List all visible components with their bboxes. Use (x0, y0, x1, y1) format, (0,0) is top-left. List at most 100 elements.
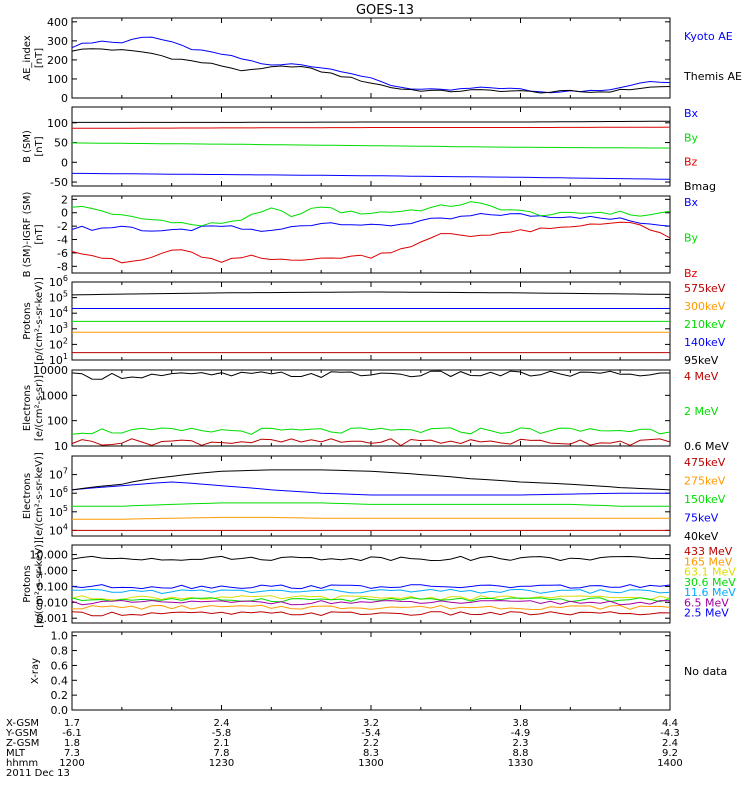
y-tick-label: 10.000 (30, 549, 69, 562)
x-axis-value: 8.3 (363, 748, 379, 759)
y-axis-label: Protons (22, 565, 33, 602)
series-line-Bx (71, 212, 671, 232)
series-line-Themis-AE (71, 48, 671, 94)
series-line-63.1-MeV (71, 595, 671, 601)
series-line-6.5-MeV (71, 599, 671, 606)
no-data-note: No data (684, 665, 727, 678)
y-tick-label: 105 (49, 290, 68, 305)
legend-label: By (684, 232, 699, 245)
legend-label: 75keV (684, 512, 719, 525)
y-tick-label: 102 (49, 336, 68, 351)
y-tick-label: 1000 (40, 389, 68, 402)
series-line-433-MeV (71, 611, 671, 617)
y-tick-label: 10 (54, 440, 68, 453)
legend-label: 210keV (684, 318, 726, 331)
y-tick-label: 107 (49, 467, 68, 482)
legend-label: 6.5 MeV (684, 596, 729, 609)
series-line-Kyoto-AE (71, 36, 671, 94)
panel-electrons_kev: 104 105 106 107 Electrons [e/(cm²-s-sr-keV)] 4… (22, 452, 726, 543)
series-line-By (71, 201, 671, 227)
x-axis-value: 4.4 (662, 718, 678, 729)
y-tick-label: 0 (61, 207, 68, 220)
panel-frame (71, 455, 671, 537)
x-axis-value: 7.8 (214, 748, 230, 759)
series-line-Bz (72, 126, 671, 129)
x-axis-value: 3.8 (513, 718, 529, 729)
panel-frame (71, 631, 671, 711)
y-tick-label: 100 (47, 73, 68, 86)
panel-protons_mev: 0.001 0.010 0.100 1.000 10.000 Protons [p/(cm²… (22, 540, 736, 628)
x-axis-table: X-GSM 1.7 2.4 3.2 3.8 4.4 Y-GSM -6.1 -5.8 -5.4 -4.… (5, 718, 683, 779)
y-tick-label: 103 (49, 321, 68, 336)
series-line-11.6-MeV (71, 588, 671, 595)
y-tick-label: 0.100 (37, 580, 69, 593)
legend-label: 575keV (684, 282, 726, 295)
y-axis-label: AE_index (22, 35, 33, 81)
y-tick-label: 0.010 (37, 596, 69, 609)
x-axis-value: 2.4 (662, 738, 678, 749)
x-axis-value: 2.2 (363, 738, 379, 749)
y-tick-exponent: 6 (63, 274, 68, 283)
y-tick-label: 106 (49, 274, 68, 289)
y-tick-exponent: 5 (63, 504, 68, 513)
series-line-4-MeV (71, 438, 671, 447)
panel-bdiff: -8-6-4-202 B (SM)-IGRF (SM) [nT] Bx By Bz (22, 192, 699, 280)
panel-ae: 0 100 200 300 400 AE_index [nT] Kyoto AE Themis … (22, 16, 742, 105)
x-axis-value: 1230 (209, 758, 234, 769)
series-line-0.6-MeV (71, 370, 670, 380)
x-axis-row-label: X-GSM (6, 718, 39, 729)
series-line-40keV (71, 469, 671, 491)
x-axis-value: -6.1 (62, 728, 82, 739)
y-tick-label: -50 (50, 176, 68, 189)
y-tick-label: 0 (61, 92, 68, 105)
series-line-2.5-MeV (71, 584, 671, 590)
y-tick-label: 10000 (33, 364, 68, 377)
x-axis-value: 1.8 (64, 738, 80, 749)
legend-label: 2.5 MeV (684, 607, 729, 620)
y-axis-label: [e/(cm²-s-sr-keV)] (34, 452, 45, 540)
legend-label: 275keV (684, 475, 726, 488)
y-tick-label: 0.4 (51, 674, 69, 687)
y-tick-label: 1.000 (37, 564, 69, 577)
y-tick-label: 2 (61, 193, 68, 206)
y-tick-exponent: 6 (63, 485, 68, 494)
y-tick-label: 105 (49, 504, 68, 519)
y-axis-label: [nT] (34, 224, 45, 244)
y-tick-label: 50 (54, 137, 68, 150)
y-axis-label: B (SM)-IGRF (SM) (22, 192, 33, 278)
x-axis-row-label: Y-GSM (5, 728, 38, 739)
panel-frame (71, 369, 671, 447)
y-tick-label: 200 (47, 54, 68, 67)
x-axis-value: 3.2 (363, 718, 379, 729)
legend-label: 4 MeV (684, 370, 719, 383)
y-axis-label: B (SM) (22, 130, 33, 163)
y-tick-label: 1.0 (51, 630, 69, 643)
legend-label: 63.1 MeV (684, 566, 736, 579)
series-line-150keV (72, 502, 670, 507)
series-line-30.6-MeV (71, 597, 671, 603)
y-tick-label: -8 (57, 260, 68, 273)
legend-label: 2 MeV (684, 405, 719, 418)
x-axis-value: 8.8 (513, 748, 529, 759)
legend-label: 300keV (684, 300, 726, 313)
y-tick-label: 0.8 (51, 645, 69, 658)
series-line-2-MeV (71, 427, 671, 435)
x-axis-value: -5.4 (361, 728, 381, 739)
y-tick-exponent: 7 (63, 467, 68, 476)
y-axis-label: Electrons (22, 473, 33, 519)
legend-label: 0.6 MeV (684, 440, 729, 453)
x-axis-value: 2.1 (214, 738, 230, 749)
legend-label: Bz (684, 156, 698, 169)
y-tick-label: 0.001 (37, 612, 69, 625)
y-axis-label: [nT] (34, 136, 45, 156)
x-axis-value: 1330 (508, 758, 533, 769)
y-tick-label: 300 (47, 35, 68, 48)
x-axis-value: 9.2 (662, 748, 678, 759)
legend-label: Bx (684, 196, 699, 209)
x-axis-value: 1400 (657, 758, 682, 769)
series-line-By (71, 142, 671, 149)
panel-bsm: -50 0 50 100 B (SM) [nT] Bx By Bz Bmag (22, 106, 716, 193)
x-axis-value: 2.4 (214, 718, 230, 729)
series-line-165-MeV (72, 604, 671, 611)
